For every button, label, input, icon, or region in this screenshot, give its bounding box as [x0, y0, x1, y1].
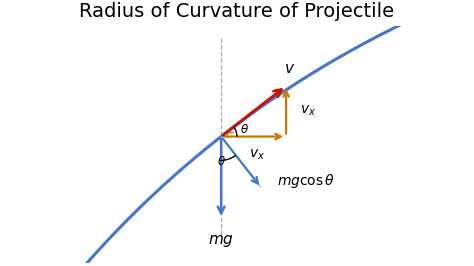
Text: $v_x$: $v_x$ — [249, 148, 265, 162]
Text: $mg$: $mg$ — [208, 233, 234, 249]
Text: $v_x$: $v_x$ — [301, 104, 317, 118]
Text: $mg\cos\theta$: $mg\cos\theta$ — [277, 172, 335, 190]
Text: $\theta$: $\theta$ — [217, 155, 226, 168]
Text: $\theta$: $\theta$ — [240, 123, 249, 136]
Title: Radius of Curvature of Projectile: Radius of Curvature of Projectile — [80, 2, 394, 21]
Text: $v$: $v$ — [283, 61, 295, 76]
